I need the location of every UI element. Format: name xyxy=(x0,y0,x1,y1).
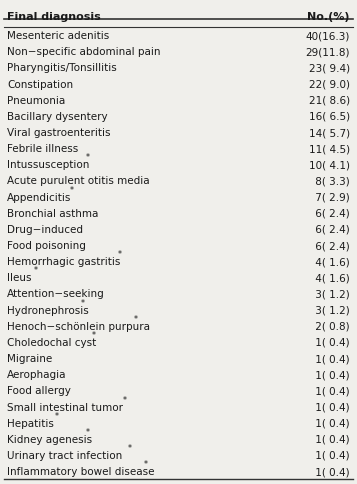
Text: Henoch−schönlein purpura: Henoch−schönlein purpura xyxy=(7,321,150,331)
Text: Small intestinal tumor: Small intestinal tumor xyxy=(7,402,123,412)
Text: 11( 4.5): 11( 4.5) xyxy=(309,144,350,154)
Text: 1( 0.4): 1( 0.4) xyxy=(312,434,350,444)
Text: Urinary tract infection: Urinary tract infection xyxy=(7,450,122,460)
Text: 1( 0.4): 1( 0.4) xyxy=(312,386,350,395)
Text: Hemorrhagic gastritis: Hemorrhagic gastritis xyxy=(7,257,121,267)
Text: Febrile illness: Febrile illness xyxy=(7,144,79,154)
Text: *: * xyxy=(70,185,74,194)
Text: Pneumonia: Pneumonia xyxy=(7,95,65,106)
Text: 3( 1.2): 3( 1.2) xyxy=(312,289,350,299)
Text: 7( 2.9): 7( 2.9) xyxy=(312,192,350,202)
Text: *: * xyxy=(34,266,37,275)
Text: 23( 9.4): 23( 9.4) xyxy=(309,63,350,74)
Text: Choledochal cyst: Choledochal cyst xyxy=(7,337,96,347)
Text: 21( 8.6): 21( 8.6) xyxy=(309,95,350,106)
Text: Food poisoning: Food poisoning xyxy=(7,241,86,251)
Text: *: * xyxy=(81,298,85,307)
Text: 1( 0.4): 1( 0.4) xyxy=(312,450,350,460)
Text: Mesenteric adenitis: Mesenteric adenitis xyxy=(7,31,109,41)
Text: Hepatitis: Hepatitis xyxy=(7,418,54,428)
Text: Acute purulent otitis media: Acute purulent otitis media xyxy=(7,176,150,186)
Text: 6( 2.4): 6( 2.4) xyxy=(312,241,350,251)
Text: No.(%): No.(%) xyxy=(307,12,350,22)
Text: Ileus: Ileus xyxy=(7,273,32,283)
Text: Viral gastroenteritis: Viral gastroenteritis xyxy=(7,128,111,138)
Text: 6( 2.4): 6( 2.4) xyxy=(312,225,350,234)
Text: *: * xyxy=(117,250,122,259)
Text: *: * xyxy=(134,314,137,323)
Text: 29(11.8): 29(11.8) xyxy=(305,47,350,57)
Text: Appendicitis: Appendicitis xyxy=(7,192,71,202)
Text: 1( 0.4): 1( 0.4) xyxy=(312,369,350,379)
Text: 14( 5.7): 14( 5.7) xyxy=(309,128,350,138)
Text: Drug−induced: Drug−induced xyxy=(7,225,83,234)
Text: 1( 0.4): 1( 0.4) xyxy=(312,402,350,412)
Text: 1( 0.4): 1( 0.4) xyxy=(312,466,350,476)
Text: 40(16.3): 40(16.3) xyxy=(306,31,350,41)
Text: Final diagnosis: Final diagnosis xyxy=(7,12,101,22)
Text: Kidney agenesis: Kidney agenesis xyxy=(7,434,92,444)
Text: 8( 3.3): 8( 3.3) xyxy=(312,176,350,186)
Text: Bronchial asthma: Bronchial asthma xyxy=(7,208,99,218)
Text: *: * xyxy=(128,443,132,452)
Text: Constipation: Constipation xyxy=(7,79,73,90)
Text: 3( 1.2): 3( 1.2) xyxy=(312,305,350,315)
Text: 22( 9.0): 22( 9.0) xyxy=(309,79,350,90)
Text: 1( 0.4): 1( 0.4) xyxy=(312,418,350,428)
Text: Pharyngitis/Tonsillitis: Pharyngitis/Tonsillitis xyxy=(7,63,117,74)
Text: Intussusception: Intussusception xyxy=(7,160,90,170)
Text: Migraine: Migraine xyxy=(7,353,52,363)
Text: Inflammatory bowel disease: Inflammatory bowel disease xyxy=(7,466,155,476)
Text: *: * xyxy=(86,427,90,436)
Text: *: * xyxy=(86,153,90,162)
Text: Non−specific abdominal pain: Non−specific abdominal pain xyxy=(7,47,161,57)
Text: Aerophagia: Aerophagia xyxy=(7,369,67,379)
Text: 1( 0.4): 1( 0.4) xyxy=(312,353,350,363)
Text: Hydronephrosis: Hydronephrosis xyxy=(7,305,89,315)
Text: *: * xyxy=(55,411,59,420)
Text: *: * xyxy=(123,395,127,404)
Text: Attention−seeking: Attention−seeking xyxy=(7,289,105,299)
Text: 1( 0.4): 1( 0.4) xyxy=(312,337,350,347)
Text: 2( 0.8): 2( 0.8) xyxy=(312,321,350,331)
Text: 10( 4.1): 10( 4.1) xyxy=(309,160,350,170)
Text: 4( 1.6): 4( 1.6) xyxy=(312,257,350,267)
Text: 16( 6.5): 16( 6.5) xyxy=(309,112,350,121)
Text: *: * xyxy=(144,459,148,468)
Text: *: * xyxy=(91,331,95,339)
Text: Food allergy: Food allergy xyxy=(7,386,71,395)
Text: 4( 1.6): 4( 1.6) xyxy=(312,273,350,283)
Text: Bacillary dysentery: Bacillary dysentery xyxy=(7,112,108,121)
Text: 6( 2.4): 6( 2.4) xyxy=(312,208,350,218)
